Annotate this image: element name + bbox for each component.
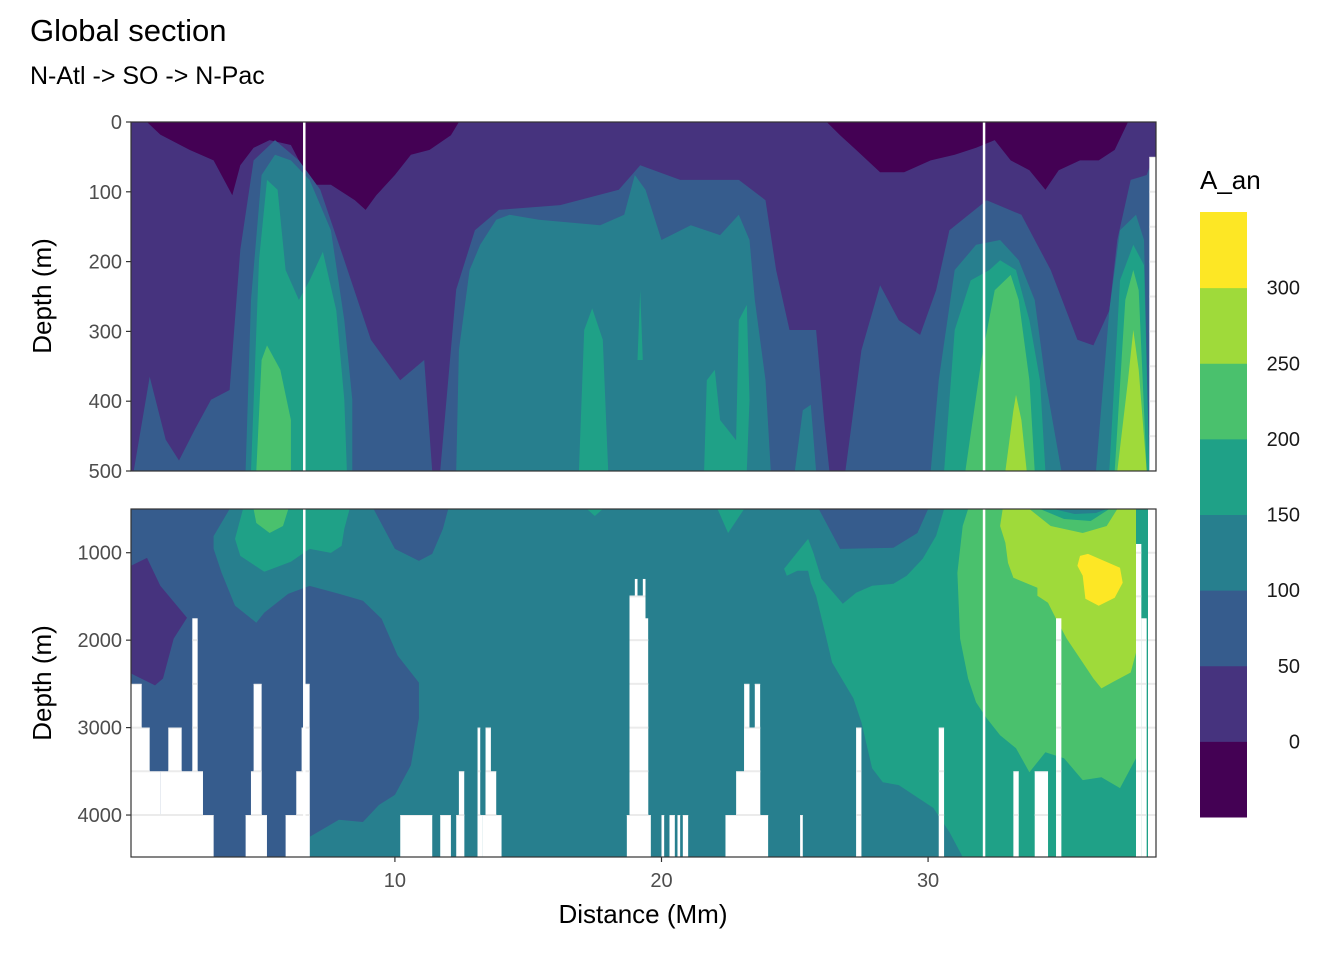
panel-border — [130, 121, 1157, 472]
y-tick-label: 500 — [89, 461, 122, 483]
no-data-gap — [192, 618, 198, 857]
legend-color-bin — [1200, 438, 1247, 515]
legend-break-label: 200 — [1267, 429, 1300, 451]
x-axis-title: Distance (Mm) — [558, 899, 727, 929]
y-axis-title-upper: Depth (m) — [27, 238, 57, 354]
legend-break-label: 100 — [1267, 580, 1300, 602]
contour-region-level-3 — [794, 404, 817, 471]
no-data-gap — [669, 815, 675, 857]
legend-color-bin — [1200, 665, 1247, 742]
panel-border — [130, 508, 1157, 858]
no-data-gap — [800, 815, 803, 857]
no-data-gap — [440, 815, 451, 857]
y-tick-label: 100 — [89, 182, 122, 204]
chart-title: Global section — [30, 13, 226, 48]
contour-region-level-2 — [818, 509, 929, 549]
y-tick-label: 4000 — [78, 805, 123, 827]
legend-color-bin — [1200, 287, 1247, 364]
contour-region-level-2 — [131, 509, 419, 857]
y-tick-label: 200 — [89, 252, 122, 274]
contour-region-level-6 — [1000, 509, 1136, 689]
legend-break-label: 0 — [1289, 731, 1300, 753]
no-data-gap — [245, 815, 267, 857]
legend-color-bin — [1200, 741, 1247, 818]
contour-region-level-5 — [256, 345, 291, 471]
no-data-gap — [626, 815, 651, 857]
contour-region-level-6 — [1117, 330, 1147, 471]
contour-region-level-4 — [717, 509, 745, 533]
no-data-gap — [677, 815, 681, 857]
no-data-gap — [856, 727, 862, 857]
y-tick-label: 1000 — [78, 543, 123, 565]
no-data-gap — [400, 815, 433, 857]
contour-region-level-4 — [637, 290, 643, 360]
chart-subtitle: N-Atl -> SO -> N-Pac — [30, 62, 265, 90]
no-data-gap — [477, 815, 483, 857]
legend-color-bin — [1200, 212, 1247, 289]
legend-color-bin — [1200, 363, 1247, 440]
y-tick-label: 300 — [89, 321, 122, 343]
no-data-gap — [1056, 618, 1062, 857]
contour-field — [131, 122, 1156, 471]
y-tick-label: 2000 — [78, 630, 123, 652]
y-tick-label: 400 — [89, 391, 122, 413]
y-axis-title-lower: Depth (m) — [27, 625, 57, 741]
no-data-gap — [1141, 618, 1147, 857]
no-data-gap — [725, 815, 769, 857]
upper-depth-panel: 0 100 200 300 400 500 — [89, 112, 1157, 483]
no-data-gap — [682, 815, 689, 857]
no-data-gap — [285, 815, 310, 857]
contour-region-level-5 — [253, 509, 289, 533]
legend-break-label: 50 — [1278, 656, 1300, 678]
y-tick-label: 0 — [111, 112, 122, 134]
no-data-gap — [477, 727, 481, 857]
y-tick-label: 3000 — [78, 718, 123, 740]
no-data-gap — [482, 815, 502, 857]
x-tick-label: 20 — [650, 870, 672, 892]
contour-region-level-2 — [373, 509, 449, 561]
contour-region-level-1 — [131, 557, 187, 686]
x-tick-label: 30 — [917, 870, 939, 892]
contour-region-level-4 — [578, 308, 609, 471]
legend-title: A_an — [1200, 165, 1261, 195]
legend-color-bin — [1200, 514, 1247, 591]
contour-region-level-3 — [456, 175, 771, 471]
no-data-gap — [1136, 543, 1142, 857]
legend-break-label: 300 — [1267, 278, 1300, 300]
no-data-gap — [661, 815, 665, 857]
legend-color-bin — [1200, 590, 1247, 667]
lower-depth-panel: 1000 2000 3000 4000 10 20 30 — [78, 508, 1157, 892]
contour-field — [131, 509, 1156, 857]
contour-region-level-4 — [704, 304, 750, 471]
legend-break-label: 150 — [1267, 505, 1300, 527]
color-legend: A_an 0 50 100 150 200 250 300 — [1200, 165, 1300, 818]
x-tick-label: 10 — [384, 870, 406, 892]
no-data-gap — [938, 727, 945, 857]
contour-region-level-3 — [1053, 509, 1107, 514]
contour-region-level-0 — [826, 122, 1128, 190]
contour-region-level-4 — [586, 509, 603, 516]
legend-break-label: 250 — [1267, 353, 1300, 375]
contour-region-level-7 — [1077, 553, 1123, 606]
no-data-gap — [1149, 156, 1156, 471]
no-data-gap — [168, 727, 182, 857]
contour-region-level-6 — [1005, 394, 1027, 471]
